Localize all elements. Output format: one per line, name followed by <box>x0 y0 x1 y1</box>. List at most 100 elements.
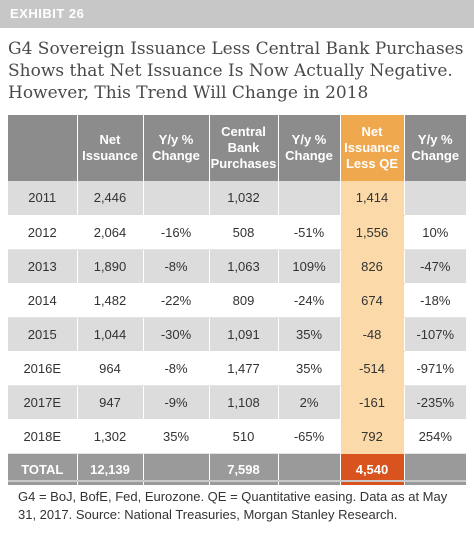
table-row: 2018E 1,302 35% 510 -65% 792 254% <box>8 419 466 454</box>
table-bottom-rule <box>8 480 466 482</box>
column-header-line: Y/y % <box>417 132 453 147</box>
table-cell: -235% <box>404 385 466 420</box>
column-header-line: Change <box>152 148 200 163</box>
table-cell: 510 <box>209 419 279 454</box>
table-cell: -51% <box>278 215 341 250</box>
table-cell: 2,446 <box>77 181 144 216</box>
table-cell: 792 <box>340 419 405 454</box>
table-cell: 947 <box>77 385 144 420</box>
total-row: TOTAL 12,139 7,598 4,540 <box>8 453 466 485</box>
table-cell: -24% <box>278 283 341 318</box>
table-cell: 1,477 <box>209 351 279 386</box>
table-row: 2011 2,446 1,032 1,414 <box>8 181 466 216</box>
table-cell: 254% <box>404 419 466 454</box>
table-cell: 1,482 <box>77 283 144 318</box>
column-header: Central Bank Purchases <box>209 115 279 181</box>
table-cell: 109% <box>278 249 341 284</box>
column-header-line: Central <box>221 124 266 139</box>
table-row: 2015 1,044 -30% 1,091 35% -48 -107% <box>8 317 466 352</box>
column-header: Net Issuance <box>77 115 144 181</box>
table-cell: -30% <box>143 317 210 352</box>
column-header-line: Y/y % <box>291 132 327 147</box>
table-cell: 508 <box>209 215 279 250</box>
header-row: Net Issuance Y/y % Change Central Bank Purchas… <box>8 115 466 181</box>
column-header: Y/y % Change <box>278 115 341 181</box>
title-line: G4 Sovereign Issuance Less Central Bank … <box>8 39 464 59</box>
data-table: Net Issuance Y/y % Change Central Bank Purchas… <box>8 115 466 485</box>
total-cell <box>278 453 341 485</box>
table-cell: 2% <box>278 385 341 420</box>
table-cell: 1,108 <box>209 385 279 420</box>
total-cell <box>404 453 466 485</box>
row-year: 2014 <box>8 283 78 318</box>
table-cell: 35% <box>278 351 341 386</box>
exhibit-bar: EXHIBIT 26 <box>0 0 474 28</box>
column-header-line: Less QE <box>345 156 399 171</box>
table-cell: -8% <box>143 249 210 284</box>
title-line: However, This Trend Will Change in 2018 <box>8 83 369 103</box>
table-cell: -971% <box>404 351 466 386</box>
table-cell: 35% <box>143 419 210 454</box>
table-row: 2016E 964 -8% 1,477 35% -514 -971% <box>8 351 466 386</box>
table-cell: -22% <box>143 283 210 318</box>
table-cell: 809 <box>209 283 279 318</box>
exhibit-label: EXHIBIT 26 <box>10 6 85 21</box>
table-cell: -107% <box>404 317 466 352</box>
column-header-line: Net <box>99 132 121 147</box>
row-year: 2016E <box>8 351 78 386</box>
column-header-line: Change <box>285 148 333 163</box>
table-body: 2011 2,446 1,032 1,414 2012 2,064 -16% 508 -51% 1… <box>8 181 466 485</box>
row-year: 2013 <box>8 249 78 284</box>
table-cell: 826 <box>340 249 405 284</box>
column-header: Y/y % Change <box>143 115 210 181</box>
page-title: G4 Sovereign Issuance Less Central Bank … <box>8 38 470 104</box>
header-cell-empty <box>8 115 78 181</box>
table-cell: -16% <box>143 215 210 250</box>
footnote: G4 = BoJ, BofE, Fed, Eurozone. QE = Quan… <box>18 489 448 522</box>
table-cell <box>278 181 341 216</box>
total-cell: 7,598 <box>209 453 279 485</box>
total-cell <box>143 453 210 485</box>
table-cell: 1,063 <box>209 249 279 284</box>
column-header-line: Issuance <box>82 148 138 163</box>
column-header-line: Purchases <box>210 156 277 171</box>
column-header-line: Net <box>361 124 383 139</box>
table-row: 2014 1,482 -22% 809 -24% 674 -18% <box>8 283 466 318</box>
column-header-line: Issuance <box>344 140 400 155</box>
table-cell: 964 <box>77 351 144 386</box>
table-cell: -8% <box>143 351 210 386</box>
table-cell: 1,556 <box>340 215 405 250</box>
table-row: 2012 2,064 -16% 508 -51% 1,556 10% <box>8 215 466 250</box>
total-cell: 4,540 <box>340 453 405 485</box>
table-cell: -514 <box>340 351 405 386</box>
table-cell: 1,044 <box>77 317 144 352</box>
table-cell: 1,091 <box>209 317 279 352</box>
table-cell: 1,890 <box>77 249 144 284</box>
column-header: Y/y % Change <box>404 115 466 181</box>
table-cell <box>143 181 210 216</box>
row-year: 2015 <box>8 317 78 352</box>
table-cell: 1,032 <box>209 181 279 216</box>
title-line: Shows that Net Issuance Is Now Actually … <box>8 61 453 81</box>
table-cell: 1,302 <box>77 419 144 454</box>
table-cell: -18% <box>404 283 466 318</box>
table-cell: 674 <box>340 283 405 318</box>
row-year: 2011 <box>8 181 78 216</box>
column-header-line: Change <box>411 148 460 163</box>
table-row: 2013 1,890 -8% 1,063 109% 826 -47% <box>8 249 466 284</box>
row-year: 2012 <box>8 215 78 250</box>
total-cell: 12,139 <box>77 453 144 485</box>
table-cell: 35% <box>278 317 341 352</box>
table-cell: 10% <box>404 215 466 250</box>
table-cell: 2,064 <box>77 215 144 250</box>
table-cell: -9% <box>143 385 210 420</box>
row-year: 2018E <box>8 419 78 454</box>
column-header: Net Issuance Less QE <box>340 115 405 181</box>
table-cell: -47% <box>404 249 466 284</box>
table-cell: -48 <box>340 317 405 352</box>
table-cell: 1,414 <box>340 181 405 216</box>
table-row: 2017E 947 -9% 1,108 2% -161 -235% <box>8 385 466 420</box>
column-header-line: Bank <box>227 140 260 155</box>
table-cell <box>404 181 466 216</box>
total-label: TOTAL <box>8 453 78 485</box>
